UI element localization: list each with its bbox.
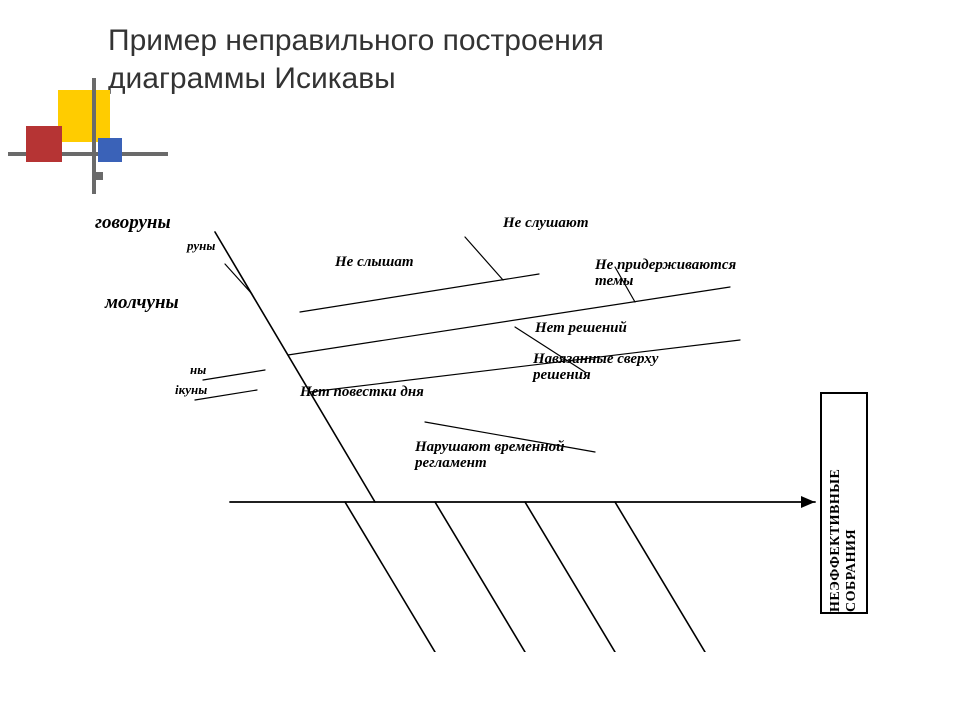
deco-square-blue (98, 138, 122, 162)
fishbone-svg (95, 212, 885, 652)
body-bullet (95, 172, 103, 180)
title-line-2: диаграммы Исикавы (108, 62, 396, 95)
label-runy: руны (187, 238, 215, 254)
label-ikuny: ікуны (175, 382, 207, 398)
label-ne-slyshat: Не слышат (335, 254, 414, 271)
label-narushayut: Нарушают временной регламент (415, 440, 595, 472)
label-molchuny: молчуны (105, 292, 179, 314)
effect-label: НЕЭФФЕКТИВНЫЕ СОБРАНИЯ (828, 394, 860, 612)
label-ny: ны (190, 362, 206, 378)
deco-square-yellow (58, 90, 110, 142)
label-net-resheniy: Нет решений (535, 320, 627, 337)
slide-decoration (8, 96, 158, 216)
label-navyaz: Навязанные сверху решения (533, 352, 703, 384)
label-net-povestki: Нет повестки дня (300, 384, 424, 401)
title-line-1: Пример неправильного построения (108, 24, 604, 57)
deco-square-red (26, 126, 62, 162)
label-ne-priderzh: Не придерживаются темы (595, 258, 765, 290)
label-ne-slushayut: Не слушают (503, 215, 589, 232)
effect-box: НЕЭФФЕКТИВНЫЕ СОБРАНИЯ (820, 392, 868, 614)
page-title: Пример неправильного построения диаграмм… (108, 22, 604, 97)
label-govoruny: говоруны (95, 212, 171, 234)
fishbone-diagram: НЕЭФФЕКТИВНЫЕ СОБРАНИЯ говоруны руны мол… (95, 212, 885, 652)
